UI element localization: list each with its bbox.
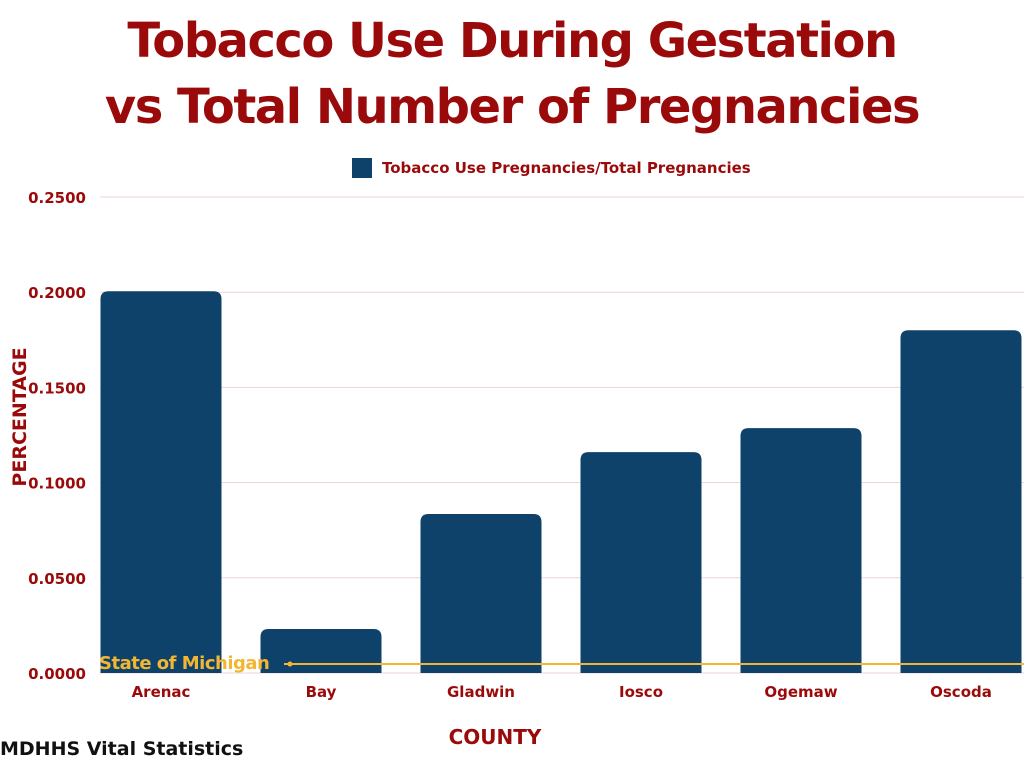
y-tick-label: 0.2500	[28, 189, 86, 207]
x-tick-label: Ogemaw	[764, 683, 837, 701]
source-label: MDHHS Vital Statistics	[0, 738, 244, 760]
bar-iosco	[580, 452, 702, 673]
bar-bay	[260, 629, 382, 673]
x-axis-label: COUNTY	[448, 725, 542, 749]
legend-label: Tobacco Use Pregnancies/Total Pregnancie…	[382, 159, 751, 177]
y-tick-label: 0.1500	[28, 379, 86, 397]
chart-title: Tobacco Use During Gestation vs Total Num…	[0, 8, 1024, 140]
legend: Tobacco Use Pregnancies/Total Pregnancie…	[352, 158, 751, 178]
reference-label: State of Michigan	[99, 653, 269, 674]
x-tick-label: Iosco	[619, 683, 663, 701]
x-tick-label: Arenac	[132, 683, 191, 701]
bar-oscoda	[900, 330, 1022, 673]
y-tick-label: 0.0500	[28, 570, 86, 588]
reference-marker	[287, 661, 293, 667]
bar-gladwin	[420, 514, 542, 673]
legend-swatch	[352, 158, 372, 178]
x-tick-label: Gladwin	[447, 683, 515, 701]
bar-arenac	[100, 291, 222, 673]
title-line-1: Tobacco Use During Gestation	[127, 13, 898, 69]
x-tick-label: Bay	[306, 683, 337, 701]
title-line-2: vs Total Number of Pregnancies	[104, 79, 921, 135]
y-tick-label: 0.0000	[28, 665, 86, 683]
y-tick-label: 0.1000	[28, 475, 86, 493]
x-tick-label: Oscoda	[930, 683, 992, 701]
bar-ogemaw	[740, 428, 862, 673]
y-tick-label: 0.2000	[28, 284, 86, 302]
